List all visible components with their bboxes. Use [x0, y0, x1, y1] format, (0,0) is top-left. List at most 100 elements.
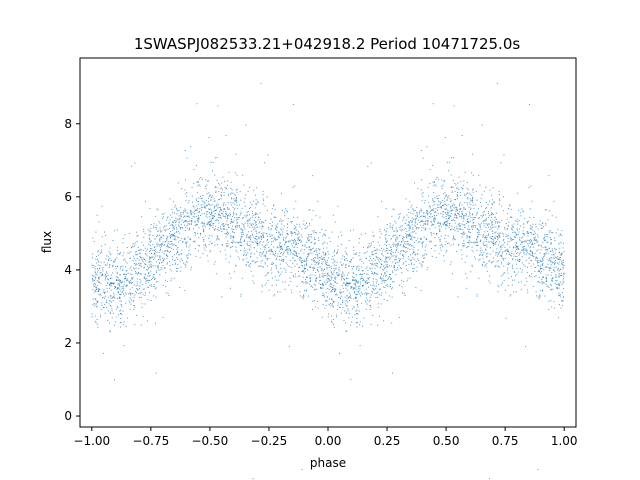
data-point: [96, 300, 98, 302]
data-point: [101, 304, 103, 306]
data-point: [131, 278, 133, 280]
data-point: [254, 222, 256, 224]
data-point: [106, 278, 108, 280]
data-point: [397, 245, 399, 247]
data-point: [119, 274, 121, 276]
data-point: [452, 203, 454, 205]
data-point: [115, 286, 117, 288]
data-point: [399, 227, 401, 229]
data-point: [133, 305, 135, 307]
data-point: [519, 259, 521, 261]
data-point: [370, 306, 372, 308]
data-point: [429, 169, 431, 171]
data-point: [220, 198, 222, 200]
data-point: [438, 221, 440, 223]
data-point: [255, 238, 257, 240]
data-point: [397, 266, 399, 268]
data-point: [322, 257, 324, 259]
data-point: [116, 279, 118, 281]
data-point: [503, 265, 505, 267]
data-point: [258, 217, 260, 219]
data-point: [128, 282, 130, 284]
data-point: [405, 219, 407, 221]
data-point: [300, 257, 302, 259]
data-point: [291, 245, 293, 247]
data-point: [537, 264, 539, 266]
data-point: [104, 264, 106, 266]
data-point: [105, 284, 107, 286]
data-point: [505, 223, 507, 225]
data-point: [429, 213, 431, 215]
data-point: [402, 281, 404, 283]
data-point: [94, 290, 96, 292]
data-point: [345, 287, 347, 289]
data-point: [540, 245, 542, 247]
data-point: [346, 282, 348, 284]
data-point: [250, 263, 252, 265]
data-point: [159, 262, 161, 264]
data-point: [550, 242, 552, 244]
data-point: [485, 186, 487, 188]
data-point: [289, 259, 291, 261]
data-point: [491, 226, 493, 228]
data-point: [494, 243, 496, 245]
data-point: [155, 251, 157, 253]
data-point: [384, 273, 386, 275]
data-point: [244, 198, 246, 200]
data-point: [410, 254, 412, 256]
data-point: [270, 263, 272, 265]
data-point: [193, 169, 195, 171]
data-point: [238, 226, 240, 228]
data-point: [479, 217, 481, 219]
data-point: [480, 252, 482, 254]
data-point: [445, 221, 447, 223]
data-point: [284, 281, 286, 283]
data-point: [208, 208, 210, 210]
data-point: [177, 268, 179, 270]
data-point: [110, 313, 112, 315]
data-point: [195, 209, 197, 211]
data-point: [478, 277, 480, 279]
data-point: [166, 238, 168, 240]
data-point: [271, 237, 273, 239]
data-point: [512, 247, 514, 249]
data-point: [287, 264, 289, 266]
data-point: [430, 210, 432, 212]
data-point: [97, 301, 99, 303]
data-point: [509, 262, 511, 264]
data-point: [535, 239, 537, 241]
data-point: [140, 266, 142, 268]
data-point: [123, 273, 125, 275]
data-point: [497, 228, 499, 230]
data-point: [158, 245, 160, 247]
data-point: [437, 206, 439, 208]
data-point: [152, 295, 154, 297]
data-point: [300, 260, 302, 262]
data-point: [436, 198, 438, 200]
data-point: [371, 263, 373, 265]
data-point: [448, 226, 450, 228]
data-point: [220, 194, 222, 196]
data-point: [548, 247, 550, 249]
data-point: [322, 258, 324, 260]
data-point: [112, 265, 114, 267]
data-point: [341, 291, 343, 293]
data-point: [454, 214, 456, 216]
data-point: [166, 235, 168, 237]
data-point: [260, 248, 262, 250]
data-point: [251, 211, 253, 213]
data-point: [501, 219, 503, 221]
data-point: [450, 205, 452, 207]
data-point: [322, 235, 324, 237]
data-point: [455, 210, 457, 212]
data-point: [120, 309, 122, 311]
data-point: [173, 220, 175, 222]
data-point: [176, 253, 178, 255]
data-point: [398, 241, 400, 243]
data-point: [401, 241, 403, 243]
data-point: [112, 296, 114, 298]
data-point: [182, 227, 184, 229]
data-point: [241, 207, 243, 209]
data-point: [354, 283, 356, 285]
data-point: [212, 225, 214, 227]
